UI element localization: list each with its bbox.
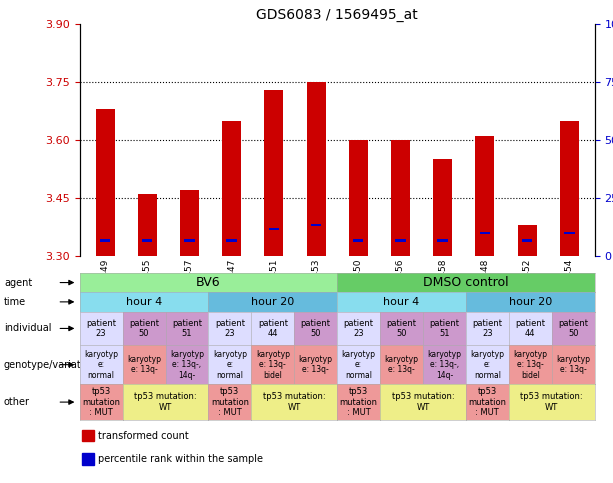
Text: karyotyp
e: 13q-
bidel: karyotyp e: 13q- bidel [256,350,290,380]
Bar [560,121,579,256]
Text: patient
50: patient 50 [129,319,159,338]
Text: patient
23: patient 23 [86,319,116,338]
Text: other: other [4,397,30,407]
Text: transformed count: transformed count [97,431,188,440]
Bar [479,232,490,234]
Bar [438,240,448,242]
Bar [349,140,368,256]
Text: karyotyp
e:
normal: karyotyp e: normal [341,350,376,380]
Text: patient
44: patient 44 [258,319,287,338]
Text: tp53
mutation
: MUT: tp53 mutation : MUT [340,387,378,417]
Bar [226,240,237,242]
Bar [311,224,321,226]
Text: individual: individual [4,324,51,333]
Bar [184,240,195,242]
Bar [517,225,536,256]
Text: karyotyp
e: 13q-
bidel: karyotyp e: 13q- bidel [513,350,547,380]
Text: karyotyp
e: 13q-: karyotyp e: 13q- [556,355,590,374]
Text: patient
50: patient 50 [301,319,330,338]
Text: karyotyp
e: 13q-: karyotyp e: 13q- [127,355,161,374]
Text: percentile rank within the sample: percentile rank within the sample [97,454,263,464]
Text: tp53 mutation:
WT: tp53 mutation: WT [134,392,197,412]
Text: patient
23: patient 23 [215,319,245,338]
Title: GDS6083 / 1569495_at: GDS6083 / 1569495_at [256,8,418,22]
Bar [180,190,199,256]
Text: karyotyp
e:
normal: karyotyp e: normal [84,350,118,380]
Bar [82,430,94,441]
Text: patient
51: patient 51 [172,319,202,338]
Text: agent: agent [4,278,32,287]
Text: tp53 mutation:
WT: tp53 mutation: WT [520,392,583,412]
Bar [264,90,283,256]
Bar [391,140,410,256]
Bar [138,194,157,256]
Text: karyotyp
e: 13q-: karyotyp e: 13q- [299,355,333,374]
Text: patient
51: patient 51 [430,319,459,338]
Bar [96,109,115,256]
Text: patient
23: patient 23 [344,319,373,338]
Text: patient
50: patient 50 [558,319,588,338]
Bar [475,136,494,256]
Text: time: time [4,297,26,307]
Bar [268,228,279,230]
Text: patient
44: patient 44 [516,319,545,338]
Text: karyotyp
e: 13q-,
14q-: karyotyp e: 13q-, 14q- [427,350,462,380]
Text: genotype/variation: genotype/variation [4,360,97,369]
Text: patient
23: patient 23 [473,319,502,338]
Text: tp53 mutation:
WT: tp53 mutation: WT [263,392,326,412]
Text: tp53
mutation
: MUT: tp53 mutation : MUT [82,387,120,417]
Bar [222,121,241,256]
Text: hour 4: hour 4 [383,297,420,307]
Text: patient
50: patient 50 [387,319,416,338]
Text: hour 20: hour 20 [509,297,552,307]
Text: karyotyp
e:
normal: karyotyp e: normal [470,350,504,380]
Text: hour 20: hour 20 [251,297,294,307]
Text: tp53
mutation
: MUT: tp53 mutation : MUT [211,387,249,417]
Text: karyotyp
e: 13q-,
14q-: karyotyp e: 13q-, 14q- [170,350,204,380]
Text: tp53
mutation
: MUT: tp53 mutation : MUT [468,387,506,417]
Text: BV6: BV6 [196,276,221,289]
Bar [142,240,153,242]
Bar [353,240,364,242]
Text: DMSO control: DMSO control [423,276,509,289]
Bar [564,232,574,234]
Bar [522,240,532,242]
Bar [306,82,326,256]
Text: karyotyp
e:
normal: karyotyp e: normal [213,350,247,380]
Bar [395,240,406,242]
Bar [82,453,94,465]
Text: hour 4: hour 4 [126,297,162,307]
Bar [433,159,452,256]
Text: karyotyp
e: 13q-: karyotyp e: 13q- [384,355,419,374]
Bar [100,240,110,242]
Text: tp53 mutation:
WT: tp53 mutation: WT [392,392,454,412]
